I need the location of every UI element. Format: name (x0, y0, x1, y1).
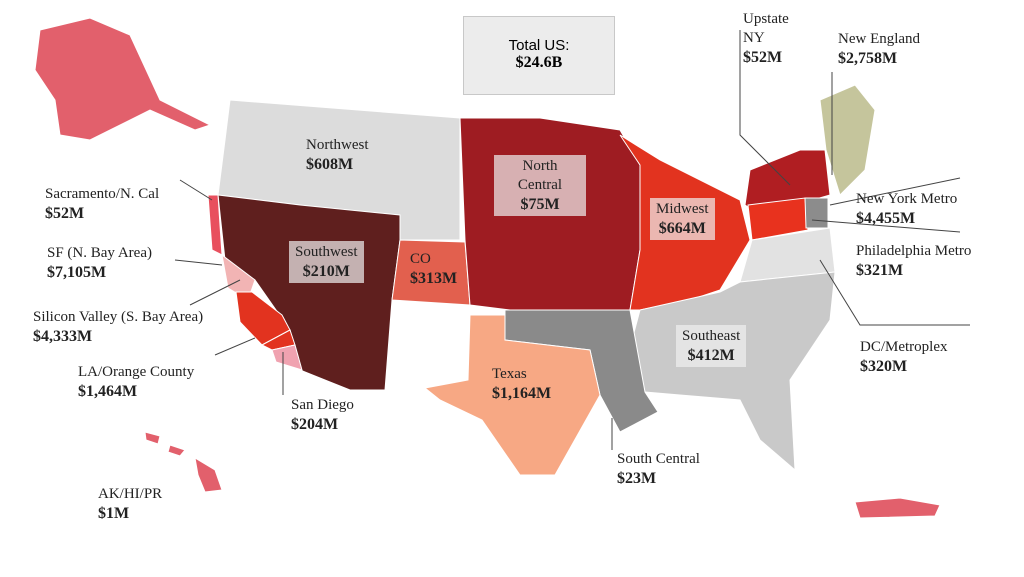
region-shape (804, 197, 829, 229)
region-label: Southwest $210M (289, 241, 364, 283)
region-label: Northwest $608M (306, 136, 369, 174)
region-label: New England $2,758M (838, 30, 920, 68)
region-value: $320M (860, 358, 908, 375)
region-name: South Central (617, 451, 700, 467)
region-label: Upstate NY $52M (743, 10, 789, 67)
region-value: $321M (856, 262, 904, 279)
region-value: $7,105M (47, 264, 107, 281)
region-name: Upstate NY (743, 11, 789, 46)
region-name: San Diego (291, 397, 354, 413)
region-name: SF (N. Bay Area) (47, 245, 152, 261)
region-value: $4,455M (856, 210, 916, 227)
region-name: Southeast (682, 328, 741, 344)
region-shape (34, 17, 212, 141)
region-name: Midwest (656, 201, 709, 217)
total-value: $24.6B (515, 54, 563, 71)
region-name: North Central (517, 158, 563, 193)
region-value: $2,758M (838, 50, 898, 67)
region-value: $52M (45, 205, 85, 222)
region-label: South Central $23M (617, 450, 700, 488)
region-value: $412M (687, 347, 735, 364)
region-label: New York Metro $4,455M (856, 190, 957, 228)
region-label: Sacramento/N. Cal $52M (45, 185, 159, 223)
region-name: Texas (492, 366, 527, 382)
region-shape (144, 431, 161, 445)
region-label: CO $313M (410, 250, 457, 288)
region-label: Philadelphia Metro $321M (856, 242, 971, 280)
region-value: $204M (291, 416, 339, 433)
region-label: San Diego $204M (291, 396, 354, 434)
region-label: LA/Orange County $1,464M (78, 363, 194, 401)
region-name: Philadelphia Metro (856, 243, 972, 259)
region-value: $52M (743, 49, 783, 66)
region-shape (854, 497, 941, 519)
region-name: DC/Metroplex (860, 339, 948, 355)
region-value: $1,164M (492, 385, 552, 402)
region-label: Southeast $412M (676, 325, 747, 367)
region-name: Sacramento/N. Cal (45, 186, 160, 202)
region-shape (271, 344, 303, 371)
region-label: North Central $75M (494, 155, 586, 216)
region-shape (819, 84, 876, 196)
region-name: AK/HI/PR (98, 486, 163, 502)
region-value: $23M (617, 470, 657, 487)
region-name: Southwest (295, 244, 358, 260)
region-value: $1,464M (78, 383, 138, 400)
region-name: New England (838, 31, 921, 47)
region-value: $313M (410, 270, 458, 287)
region-label: SF (N. Bay Area) $7,105M (47, 244, 152, 282)
region-value: $608M (306, 156, 354, 173)
region-name: Northwest (306, 137, 369, 153)
region-shape (747, 197, 809, 241)
region-value: $4,333M (33, 328, 93, 345)
region-label: AK/HI/PR $1M (98, 485, 162, 523)
region-value: $664M (658, 220, 706, 237)
region-name: LA/Orange County (78, 364, 195, 380)
region-value: $75M (520, 196, 560, 213)
region-label: Silicon Valley (S. Bay Area) $4,333M (33, 308, 203, 346)
region-name: New York Metro (856, 191, 958, 207)
region-value: $1M (98, 505, 130, 522)
region-shape (194, 457, 223, 493)
total-label: Total US: (508, 37, 570, 54)
region-label: DC/Metroplex $320M (860, 338, 948, 376)
total-box: Total US: $24.6B (463, 16, 615, 95)
region-shape (167, 444, 186, 457)
region-shape (423, 314, 601, 476)
region-label: Midwest $664M (650, 198, 715, 240)
region-name: Silicon Valley (S. Bay Area) (33, 309, 204, 325)
leader-lines (174, 30, 970, 450)
region-value: $210M (302, 263, 350, 280)
region-label: Texas $1,164M (492, 365, 551, 403)
region-name: CO (410, 251, 431, 267)
